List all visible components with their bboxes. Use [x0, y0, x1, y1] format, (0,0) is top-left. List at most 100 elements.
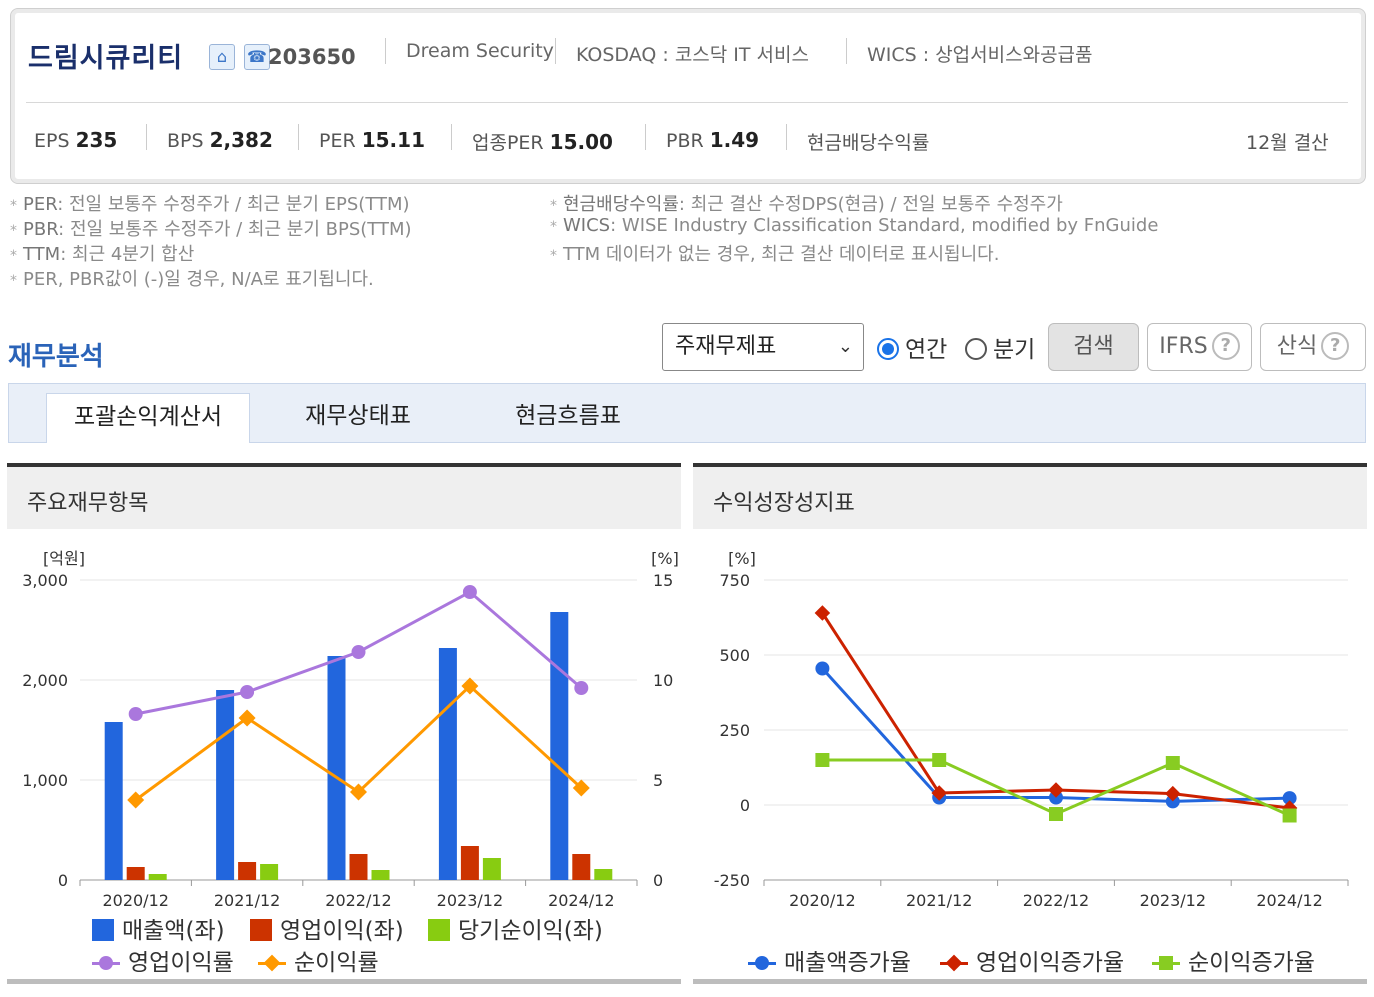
- home-icon[interactable]: ⌂: [209, 44, 235, 70]
- search-button[interactable]: 검색: [1048, 323, 1139, 371]
- radio-selected-icon: [877, 338, 899, 360]
- panel-title: 주요재무항목: [27, 491, 149, 516]
- line-operating-income-growth: [821, 612, 1290, 810]
- legend-op-income-growth[interactable]: 영업이익증가율: [940, 943, 1124, 977]
- bar-net-income: [148, 874, 167, 880]
- point-operating-income-growth: [814, 605, 831, 621]
- point-net-margin: [127, 791, 145, 809]
- legend-net-margin[interactable]: 순이익률: [258, 943, 379, 977]
- note-ttm: * TTM: 최근 4분기 합산: [10, 244, 195, 265]
- company-name[interactable]: 드림시큐리티: [28, 43, 184, 74]
- company-header-card: [10, 8, 1366, 184]
- statement-type-select[interactable]: 주재무제표 ⌄: [662, 323, 864, 371]
- bar-operating-income: [238, 862, 257, 880]
- panel-footer: [7, 979, 681, 984]
- english-name: Dream Security: [406, 40, 554, 62]
- question-icon: ?: [1321, 332, 1350, 360]
- x-tick-label: 2021/12: [214, 891, 280, 910]
- select-value: 주재무제표: [675, 334, 777, 359]
- legend-revenue-growth[interactable]: 매출액증가율: [748, 943, 911, 977]
- tab-balance-sheet[interactable]: 재무상태표: [305, 403, 411, 429]
- market-classification: KOSDAQ : 코스닥 IT 서비스: [576, 44, 810, 66]
- legend-operating-margin[interactable]: 영업이익률: [92, 943, 234, 977]
- x-tick-label: 2021/12: [906, 891, 972, 910]
- note-wics: * WICS: WISE Industry Classification Stan…: [550, 215, 1159, 236]
- financial-items-chart: 3,000 2,000 1,000 0 15 10 5 0 [억원] [%] 2020/12 2021…: [22, 549, 679, 910]
- y-tick-label: 2,000: [22, 671, 68, 690]
- point-net-income-growth: [815, 753, 830, 767]
- note-negative: * PER, PBR값이 (-)일 경우, N/A로 표기됩니다.: [10, 269, 374, 290]
- radio-annual[interactable]: 연간: [877, 330, 947, 364]
- point-revenue-growth: [1282, 791, 1297, 806]
- header-separator: [846, 38, 847, 64]
- point-net-income-growth: [1049, 807, 1063, 821]
- y-axis-unit-right: [%]: [651, 549, 679, 568]
- panel-header-financial-items: 주요재무항목: [7, 463, 681, 529]
- bar-net-income: [260, 864, 279, 880]
- point-revenue-growth: [1165, 794, 1180, 809]
- y-tick-label: 250: [719, 721, 750, 740]
- bar-operating-income: [349, 854, 368, 880]
- point-operating-margin: [351, 645, 366, 659]
- bar-revenue: [216, 690, 235, 880]
- metric-dividend-yield: 현금배당수익률: [807, 132, 930, 154]
- metric-bps: BPS 2,382: [167, 128, 273, 152]
- point-operating-margin: [128, 707, 143, 721]
- bar-revenue: [104, 722, 123, 880]
- note-pbr: * PBR: 전일 보통주 수정주가 / 최근 분기 BPS(TTM): [10, 219, 412, 240]
- wics-classification: WICS : 상업서비스와공급품: [867, 44, 1093, 66]
- metric-industry-per: 업종PER 15.00: [472, 130, 613, 154]
- y-tick-label: 0: [740, 796, 750, 815]
- x-tick-label: 2020/12: [789, 891, 855, 910]
- panel-footer: [693, 979, 1367, 984]
- point-net-margin: [238, 709, 256, 727]
- point-operating-income-growth: [1165, 785, 1181, 802]
- ifrs-help-button[interactable]: IFRS?: [1147, 323, 1252, 371]
- point-net-margin: [350, 783, 367, 801]
- metric-pbr: PBR 1.49: [666, 128, 760, 152]
- panel-header-growth-indicators: 수익성장성지표: [693, 463, 1367, 529]
- header-separator: [385, 38, 386, 64]
- tab-cash-flow[interactable]: 현금흐름표: [515, 403, 621, 429]
- bar-net-income: [371, 870, 390, 880]
- legend-swatch: [748, 954, 776, 972]
- x-tick-label: 2020/12: [102, 891, 168, 910]
- stock-code: 203650: [268, 45, 356, 69]
- bar-operating-income: [460, 846, 479, 880]
- legend-net-income[interactable]: 당기순이익(좌): [428, 911, 603, 945]
- metric-eps: EPS 235: [34, 128, 118, 152]
- point-operating-income-growth: [1048, 782, 1064, 798]
- point-operating-margin: [240, 685, 255, 699]
- legend-operating-income[interactable]: 영업이익(좌): [250, 911, 404, 945]
- tab-income-statement[interactable]: 포괄손익계산서: [46, 393, 250, 443]
- y-tick-label: 1,000: [22, 771, 68, 790]
- bar-net-income: [594, 869, 613, 880]
- y-tick-label: 500: [719, 646, 750, 665]
- phone-icon[interactable]: ☎: [244, 44, 270, 70]
- y-tick-label-right: 5: [653, 771, 663, 790]
- metric-separator: [645, 124, 646, 150]
- formula-help-button[interactable]: 산식?: [1260, 323, 1366, 371]
- y-tick-label-right: 15: [653, 571, 673, 590]
- point-net-income-growth: [932, 753, 947, 767]
- header-separator: [555, 38, 556, 64]
- legend-revenue[interactable]: 매출액(좌): [92, 911, 225, 945]
- legend-swatch: [1152, 954, 1180, 972]
- y-tick-label: 0: [58, 871, 68, 890]
- legend-net-income-growth[interactable]: 순이익증가율: [1152, 943, 1315, 977]
- y-tick-label-right: 10: [653, 671, 673, 690]
- radio-quarter[interactable]: 분기: [965, 330, 1035, 364]
- x-tick-label: 2023/12: [1140, 891, 1206, 910]
- note-dividend: * 현금배당수익률: 최근 결산 수정DPS(현금) / 전일 보통주 수정주가: [550, 194, 1063, 215]
- legend-swatch: [92, 919, 114, 941]
- y-tick-label: 3,000: [22, 571, 68, 590]
- metric-separator: [786, 124, 787, 150]
- note-per: * PER: 전일 보통주 수정주가 / 최근 분기 EPS(TTM): [10, 194, 410, 215]
- bar-operating-income: [126, 867, 145, 880]
- header-divider: [26, 102, 1348, 103]
- metric-per: PER 15.11: [319, 128, 425, 152]
- fiscal-year-end: 12월 결산: [1246, 132, 1329, 154]
- point-operating-margin: [574, 681, 589, 695]
- bar-net-income: [482, 858, 501, 880]
- point-net-income-growth: [1165, 756, 1180, 770]
